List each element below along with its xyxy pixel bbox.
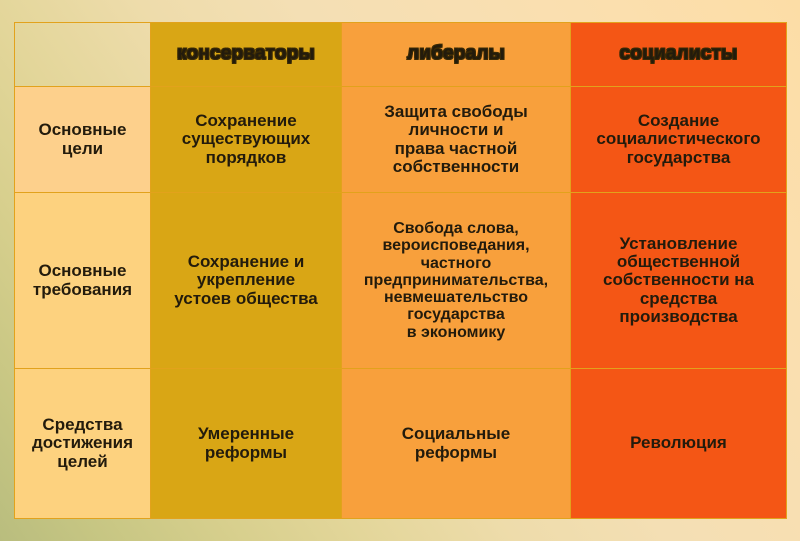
cell-text: Свобода слова, вероисповедания, частного… xyxy=(363,220,549,341)
cell-text: Установление общественной собственности … xyxy=(603,233,754,327)
cell-text: Социальные реформы xyxy=(401,424,511,462)
cell-main-demands-socialists: Установление общественной собственности … xyxy=(570,192,787,369)
cell-main-goals-liberals: Защита свободы личности и права частной … xyxy=(341,86,571,193)
cell-text: Защита свободы личности и права частной … xyxy=(384,101,528,176)
table-row: Основные требования Сохранение и укрепле… xyxy=(14,192,787,369)
comparison-table: консерваторы либералы социалисты Основны… xyxy=(14,22,787,519)
cell-means-liberals: Социальные реформы xyxy=(341,368,571,519)
cell-text: Создание социалистического государства xyxy=(596,110,761,167)
row-header-text: Основные цели xyxy=(38,120,127,158)
cell-means-conservatives: Умеренные реформы xyxy=(150,368,342,519)
cell-text: Сохранение существующих порядков xyxy=(181,110,311,167)
row-header-text: Основные требования xyxy=(32,261,133,299)
cell-main-demands-conservatives: Сохранение и укрепление устоев общества xyxy=(150,192,342,369)
cell-text: Умеренные реформы xyxy=(197,424,295,462)
row-header-main-demands: Основные требования xyxy=(14,192,151,369)
table-header-row: консерваторы либералы социалисты xyxy=(14,22,787,87)
cell-main-demands-liberals: Свобода слова, вероисповедания, частного… xyxy=(341,192,571,369)
column-header-liberals: либералы xyxy=(341,22,571,87)
column-header-socialists: социалисты xyxy=(570,22,787,87)
cell-main-goals-conservatives: Сохранение существующих порядков xyxy=(150,86,342,193)
cell-text: Революция xyxy=(630,433,727,453)
cell-main-goals-socialists: Создание социалистического государства xyxy=(570,86,787,193)
row-header-text: Средства достижения целей xyxy=(31,414,134,471)
table-row: Основные цели Сохранение существующих по… xyxy=(14,86,787,193)
cell-means-socialists: Революция xyxy=(570,368,787,519)
row-header-main-goals: Основные цели xyxy=(14,86,151,193)
table-corner-cell xyxy=(14,22,151,87)
cell-text: Сохранение и укрепление устоев общества xyxy=(174,251,318,308)
row-header-means-of-achieving-goals: Средства достижения целей xyxy=(14,368,151,519)
table-row: Средства достижения целей Умеренные рефо… xyxy=(14,368,787,519)
column-header-conservatives: консерваторы xyxy=(150,22,342,87)
